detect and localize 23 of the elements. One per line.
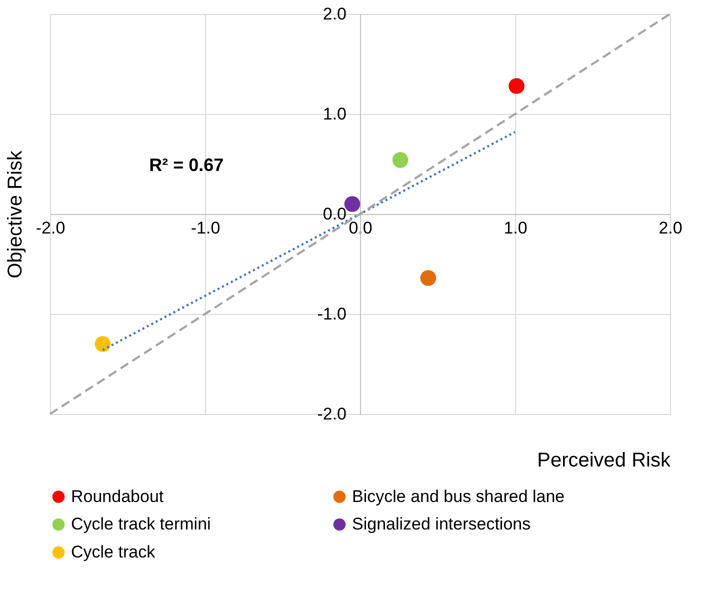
point <box>420 270 436 286</box>
point <box>94 336 111 352</box>
legend-label: Signalized intersections <box>352 514 531 534</box>
legend-label: Bicycle and bus shared lane <box>352 486 565 506</box>
legend-label: Cycle track termini <box>71 514 211 534</box>
annotation: R² = 0.67 <box>149 155 224 175</box>
x-tick-label: -1.0 <box>190 218 220 238</box>
point <box>508 78 524 94</box>
y-tick-label: -2.0 <box>317 404 346 424</box>
point <box>392 152 408 168</box>
x-tick-label: 1.0 <box>504 218 528 238</box>
x-tick-label: -2.0 <box>36 218 66 238</box>
y-axis-title: Objective Risk <box>4 150 26 278</box>
y-tick-label: 1.0 <box>322 104 346 124</box>
x-tick-label: 0.0 <box>348 218 372 238</box>
legend-label: Cycle track <box>71 542 156 562</box>
legend-label: Roundabout <box>71 486 164 506</box>
x-axis-title: Perceived Risk <box>537 450 672 472</box>
y-tick-label: -1.0 <box>317 304 346 324</box>
x-tick-label: 2.0 <box>658 218 682 238</box>
y-tick-label: 2.0 <box>322 4 346 24</box>
point <box>344 196 360 212</box>
y-tick-label: 0.0 <box>322 204 346 224</box>
